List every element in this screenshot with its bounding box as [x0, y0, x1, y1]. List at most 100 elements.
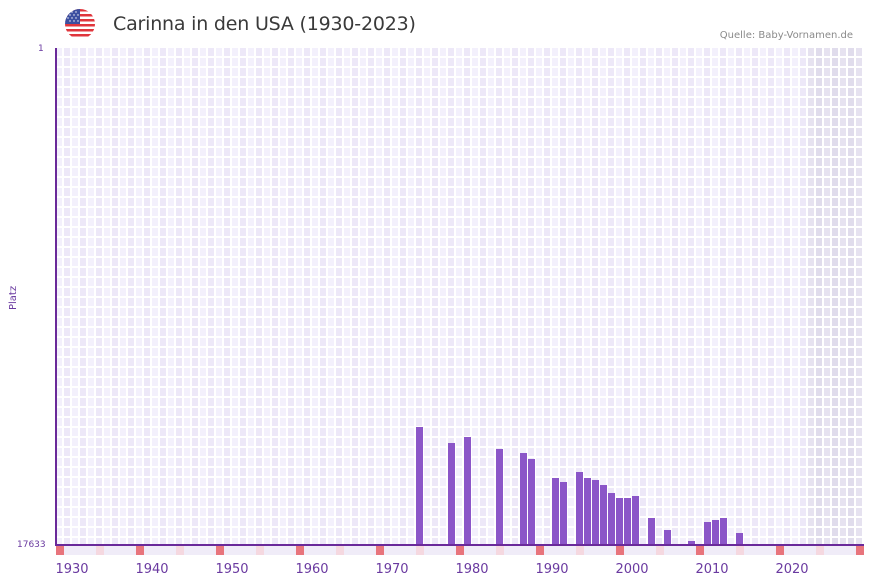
year-marker [344, 546, 352, 555]
year-marker [136, 546, 144, 555]
x-tick-label: 1980 [455, 562, 489, 577]
year-marker [312, 546, 320, 555]
year-marker [776, 546, 784, 555]
year-marker [560, 546, 568, 555]
year-marker [856, 546, 864, 555]
year-marker [272, 546, 280, 555]
year-marker [808, 546, 816, 555]
bar-1973[interactable] [416, 426, 423, 545]
bar-2000[interactable] [632, 495, 639, 545]
year-marker [696, 546, 704, 555]
year-marker [704, 546, 712, 555]
year-marker [800, 546, 808, 555]
year-marker [440, 546, 448, 555]
year-marker [352, 546, 360, 555]
year-marker [552, 546, 560, 555]
x-tick-label: 1930 [55, 562, 89, 577]
year-marker [416, 546, 424, 555]
year-marker [608, 546, 616, 555]
year-marker [384, 546, 392, 555]
year-marker [336, 546, 344, 555]
year-marker [320, 546, 328, 555]
year-marker [680, 546, 688, 555]
bar-2013[interactable] [736, 532, 743, 545]
year-marker [504, 546, 512, 555]
source-credit: Quelle: Baby-Vornamen.de [719, 30, 853, 41]
year-marker [456, 546, 464, 555]
year-marker [600, 546, 608, 555]
year-marker [200, 546, 208, 555]
bar-2009[interactable] [704, 521, 711, 545]
year-marker [512, 546, 520, 555]
y-axis-title: Platz [8, 285, 19, 310]
bar-2004[interactable] [664, 529, 671, 545]
x-tick-label: 1990 [535, 562, 569, 577]
year-marker [112, 546, 120, 555]
year-marker [752, 546, 760, 555]
year-marker [672, 546, 680, 555]
year-marker [280, 546, 288, 555]
bar-1993[interactable] [576, 471, 583, 545]
year-marker [624, 546, 632, 555]
bar-1991[interactable] [560, 481, 567, 545]
year-marker [256, 546, 264, 555]
bar-1997[interactable] [608, 492, 615, 545]
bar-1986[interactable] [520, 452, 527, 545]
bar-1999[interactable] [624, 497, 631, 545]
year-marker [792, 546, 800, 555]
x-tick-label: 1940 [135, 562, 169, 577]
year-marker [568, 546, 576, 555]
year-marker [224, 546, 232, 555]
bar-1990[interactable] [552, 477, 559, 545]
year-marker [744, 546, 752, 555]
year-marker [72, 546, 80, 555]
year-marker [472, 546, 480, 555]
year-marker [688, 546, 696, 555]
year-marker [584, 546, 592, 555]
bar-1994[interactable] [584, 477, 591, 545]
chart-title: Carinna in den USA (1930-2023) [113, 13, 416, 35]
bar-1979[interactable] [464, 436, 471, 545]
bar-1977[interactable] [448, 442, 455, 545]
year-marker [432, 546, 440, 555]
bar-1987[interactable] [528, 458, 535, 545]
bar-2007[interactable] [688, 540, 695, 545]
year-marker [520, 546, 528, 555]
bar-1998[interactable] [616, 497, 623, 545]
bar-1995[interactable] [592, 479, 599, 545]
year-marker [712, 546, 720, 555]
year-marker [208, 546, 216, 555]
year-marker [232, 546, 240, 555]
year-marker [184, 546, 192, 555]
bar-2002[interactable] [648, 517, 655, 545]
year-marker [56, 546, 64, 555]
year-marker [424, 546, 432, 555]
year-marker [648, 546, 656, 555]
y-tick-bottom: 17633 [17, 540, 46, 550]
year-marker [376, 546, 384, 555]
year-marker [664, 546, 672, 555]
year-marker [760, 546, 768, 555]
year-marker [80, 546, 88, 555]
year-marker [168, 546, 176, 555]
year-marker [848, 546, 856, 555]
bar-2010[interactable] [712, 519, 719, 545]
year-marker [816, 546, 824, 555]
year-marker [176, 546, 184, 555]
year-marker [408, 546, 416, 555]
x-tick-label: 2010 [695, 562, 729, 577]
year-marker [288, 546, 296, 555]
bar-1996[interactable] [600, 484, 607, 545]
x-tick-label: 1950 [215, 562, 249, 577]
year-marker [160, 546, 168, 555]
grid-column-lines [56, 48, 864, 545]
y-axis-line [55, 48, 57, 546]
year-marker [88, 546, 96, 555]
bar-2011[interactable] [720, 517, 727, 545]
year-marker [144, 546, 152, 555]
year-marker [480, 546, 488, 555]
year-marker [656, 546, 664, 555]
year-marker [720, 546, 728, 555]
year-marker [128, 546, 136, 555]
bar-1983[interactable] [496, 448, 503, 545]
